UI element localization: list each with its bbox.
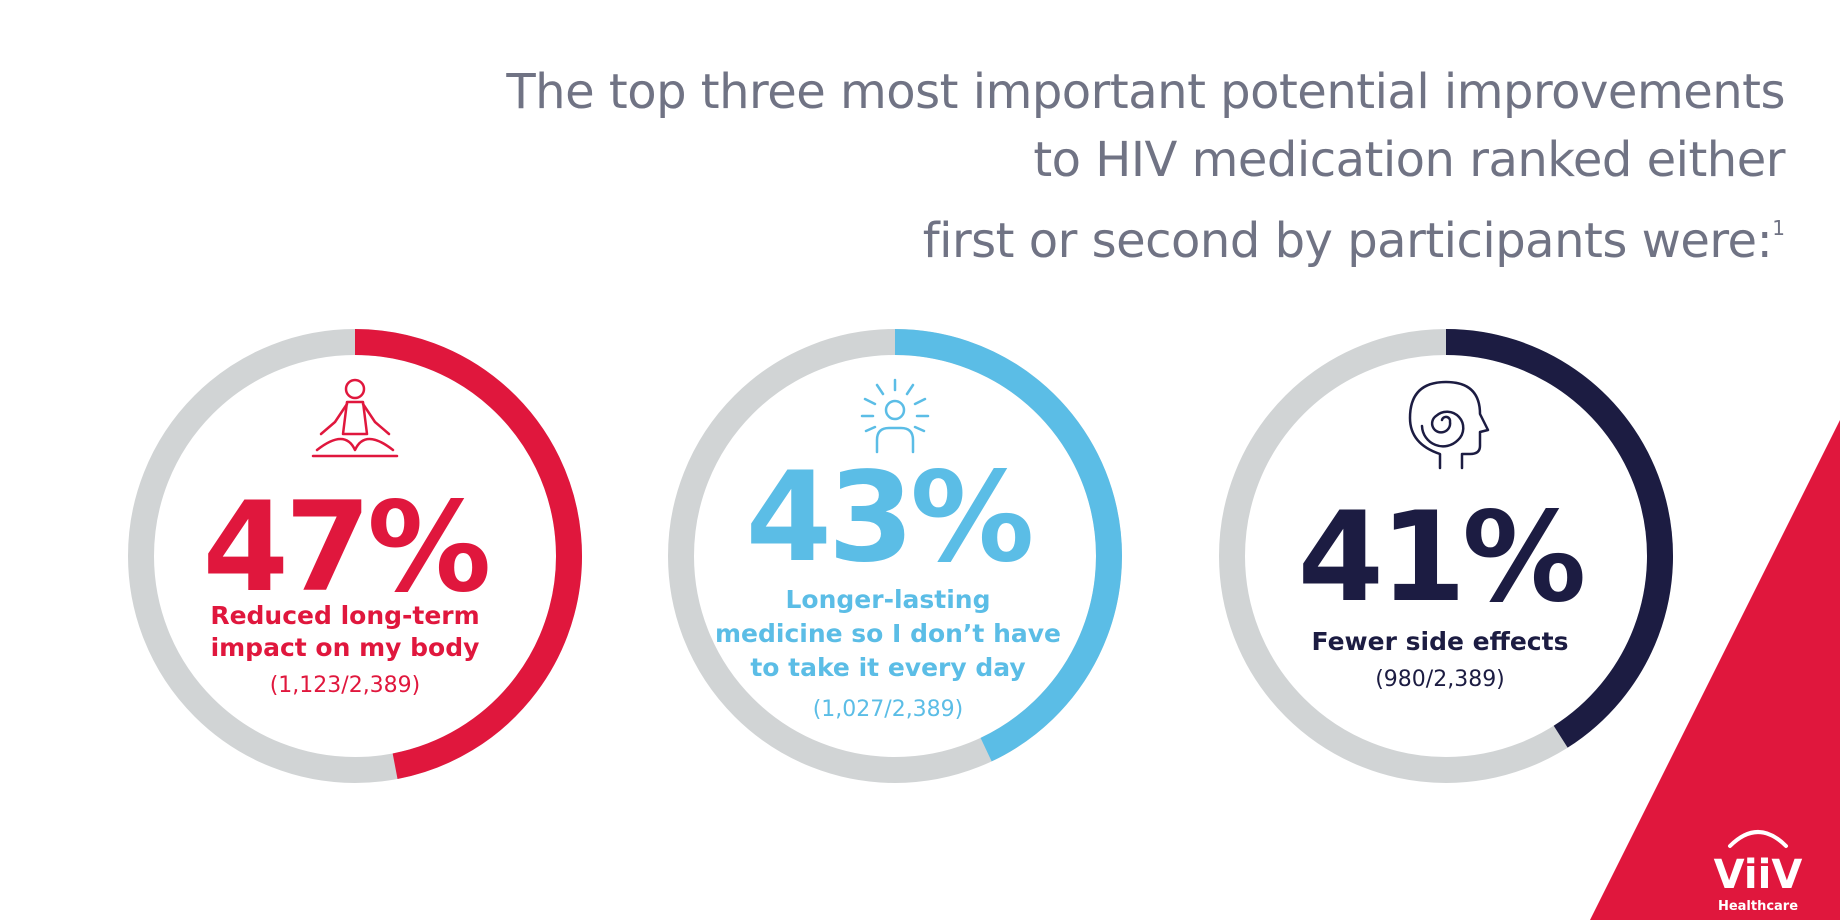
donut-1: 47% Reduced long-term impact on my body … <box>128 329 582 783</box>
page-title: The top three most important potential i… <box>285 58 1785 275</box>
donut-2-value-label: 43% <box>746 446 1032 590</box>
title-footnote-marker: 1 <box>1772 216 1785 240</box>
logo-subtext: Healthcare <box>1718 899 1798 914</box>
donut-2-value-arc <box>894 329 1122 762</box>
donut-2-label-line-2: medicine so I don’t have <box>715 619 1061 648</box>
glowing-person-icon <box>860 378 930 454</box>
donut-3-count: (980/2,389) <box>1375 667 1505 692</box>
donut-2-label-line-3: to take it every day <box>750 653 1025 682</box>
title-line-3: first or second by participants were:1 <box>285 194 1785 275</box>
title-line-3-text: first or second by participants were: <box>922 213 1773 269</box>
logo-text: ViiV <box>1714 852 1803 898</box>
donut-2-label-line-1: Longer-lasting <box>786 585 991 614</box>
donut-3-value-arc <box>1445 329 1674 748</box>
donut-2-count: (1,027/2,389) <box>813 697 964 722</box>
meditation-icon <box>311 378 399 458</box>
mind-spiral-head-icon <box>1408 380 1490 470</box>
logo-arc-icon <box>1728 830 1788 848</box>
donut-1-value-label: 47% <box>203 476 489 620</box>
donut-1-label-line-2: impact on my body <box>211 633 480 662</box>
donut-3-label-line-1: Fewer side effects <box>1312 627 1569 656</box>
title-line-2: to HIV medication ranked either <box>1033 132 1785 188</box>
donut-1-count: (1,123/2,389) <box>270 673 421 698</box>
donut-3-value-label: 41% <box>1298 486 1584 630</box>
donut-1-value-arc <box>354 329 582 779</box>
title-line-1: The top three most important potential i… <box>506 64 1785 120</box>
donut-1-label-line-1: Reduced long-term <box>210 601 479 630</box>
viiv-healthcare-logo: ViiV Healthcare <box>1714 830 1803 914</box>
donut-3: 41% Fewer side effects (980/2,389) <box>1219 329 1674 783</box>
brand-corner-triangle <box>1590 420 1840 920</box>
donut-2: 43% Longer-lasting medicine so I don’t h… <box>668 329 1122 783</box>
